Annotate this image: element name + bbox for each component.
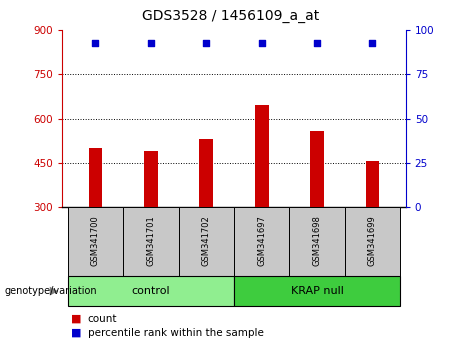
- Point: [313, 41, 321, 46]
- Text: KRAP null: KRAP null: [290, 286, 343, 296]
- Bar: [310, 131, 324, 207]
- Bar: [123, 207, 178, 276]
- Text: percentile rank within the sample: percentile rank within the sample: [88, 328, 264, 338]
- Point: [258, 41, 266, 46]
- Bar: [68, 207, 123, 276]
- Bar: [234, 276, 400, 306]
- Text: genotype/variation: genotype/variation: [5, 286, 97, 296]
- Polygon shape: [50, 287, 58, 296]
- Text: GSM341702: GSM341702: [202, 215, 211, 266]
- Bar: [290, 207, 345, 276]
- Text: GSM341698: GSM341698: [313, 215, 322, 266]
- Bar: [178, 207, 234, 276]
- Text: GDS3528 / 1456109_a_at: GDS3528 / 1456109_a_at: [142, 9, 319, 23]
- Bar: [345, 207, 400, 276]
- Bar: [234, 207, 290, 276]
- Bar: [255, 105, 269, 207]
- Text: GSM341700: GSM341700: [91, 215, 100, 266]
- Text: GSM341697: GSM341697: [257, 215, 266, 266]
- Bar: [68, 276, 234, 306]
- Bar: [144, 151, 158, 207]
- Bar: [89, 148, 102, 207]
- Text: GSM341699: GSM341699: [368, 215, 377, 266]
- Point: [92, 41, 99, 46]
- Bar: [366, 161, 379, 207]
- Text: control: control: [131, 286, 170, 296]
- Text: count: count: [88, 314, 117, 324]
- Point: [202, 41, 210, 46]
- Text: GSM341701: GSM341701: [146, 215, 155, 266]
- Point: [369, 41, 376, 46]
- Text: ■: ■: [71, 328, 82, 338]
- Bar: [199, 139, 213, 207]
- Point: [147, 41, 154, 46]
- Text: ■: ■: [71, 314, 82, 324]
